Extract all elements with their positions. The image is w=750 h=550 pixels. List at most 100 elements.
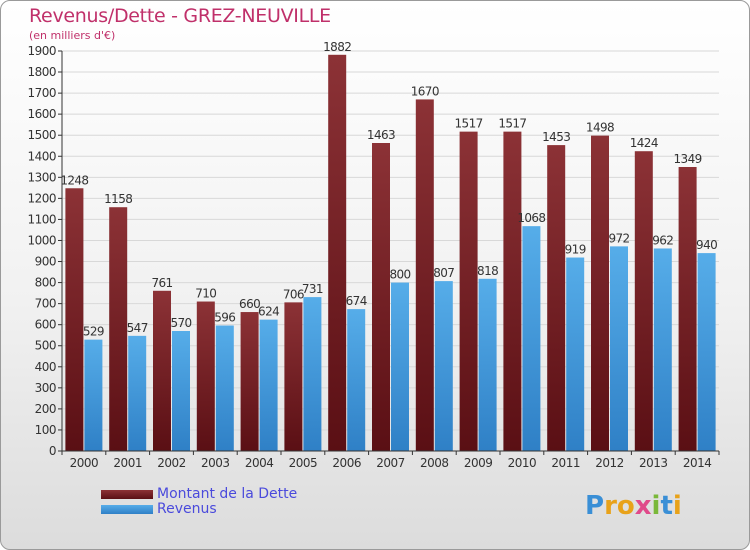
y-tick-label: 300 bbox=[35, 381, 56, 395]
bar-revenus bbox=[391, 282, 409, 451]
chart-title: Revenus/Dette - GREZ-NEUVILLE bbox=[29, 5, 331, 27]
data-label-revenus: 674 bbox=[346, 294, 367, 308]
data-label-revenus: 731 bbox=[302, 282, 323, 296]
data-label-dette: 1517 bbox=[498, 117, 526, 131]
bar-revenus bbox=[84, 339, 103, 451]
data-label-dette: 1453 bbox=[542, 130, 570, 144]
y-tick-label: 600 bbox=[35, 318, 56, 332]
grid-layer bbox=[62, 50, 719, 452]
logo-letter: r bbox=[604, 491, 617, 521]
proxiti-logo: Proxiti bbox=[585, 491, 682, 521]
y-tick-label: 1700 bbox=[27, 86, 56, 100]
data-label-revenus: 818 bbox=[477, 264, 498, 278]
bar-dette bbox=[328, 54, 347, 451]
y-tick-label: 0 bbox=[49, 444, 56, 458]
x-tick-label: 2014 bbox=[683, 456, 712, 470]
data-label-revenus: 529 bbox=[83, 325, 104, 339]
data-label-revenus: 962 bbox=[652, 233, 673, 247]
bar-revenus bbox=[215, 325, 234, 451]
axis-layer: 0 100 200 300 400 500 600 700 800 900 1000 1100 1200… bbox=[27, 44, 720, 470]
bar-revenus bbox=[697, 253, 716, 451]
data-label-dette: 1349 bbox=[674, 152, 702, 166]
bar-dette bbox=[547, 145, 566, 451]
bar-dette bbox=[109, 207, 128, 451]
x-tick-label: 2003 bbox=[201, 456, 230, 470]
y-tick-label: 700 bbox=[35, 297, 56, 311]
legend-swatch-dette bbox=[101, 490, 153, 499]
bar-dette bbox=[196, 301, 215, 451]
bar-revenus bbox=[434, 281, 453, 451]
data-label-revenus: 940 bbox=[696, 238, 717, 252]
data-label-revenus: 807 bbox=[433, 266, 454, 280]
y-tick-label: 900 bbox=[35, 255, 56, 269]
y-tick-label: 1200 bbox=[27, 191, 56, 205]
logo-letter: x bbox=[634, 491, 652, 521]
x-tick-label: 2006 bbox=[332, 456, 361, 470]
data-label-dette: 1670 bbox=[411, 84, 439, 98]
x-tick-label: 2001 bbox=[113, 456, 142, 470]
data-label-dette: 1463 bbox=[367, 128, 395, 142]
data-label-revenus: 624 bbox=[258, 305, 279, 319]
data-label-revenus: 800 bbox=[389, 268, 410, 282]
bar-revenus bbox=[566, 257, 585, 451]
logo-letter: i bbox=[651, 491, 661, 521]
logo-letter: P bbox=[585, 491, 605, 521]
x-tick-label: 2008 bbox=[420, 456, 449, 470]
y-tick-label: 400 bbox=[35, 360, 56, 374]
logo-letter: o bbox=[616, 491, 635, 521]
x-tick-label: 2011 bbox=[551, 456, 580, 470]
logo-letter: t bbox=[660, 491, 673, 521]
x-tick-label: 2007 bbox=[376, 456, 405, 470]
bar-dette bbox=[153, 290, 171, 451]
y-tick-label: 1300 bbox=[27, 170, 56, 184]
bar-revenus bbox=[653, 248, 672, 451]
y-tick-label: 800 bbox=[35, 276, 56, 290]
x-tick-label: 2004 bbox=[245, 456, 274, 470]
bar-dette bbox=[415, 99, 434, 451]
bar-revenus bbox=[522, 226, 541, 451]
data-label-revenus: 596 bbox=[214, 311, 235, 325]
x-tick-label: 2010 bbox=[508, 456, 537, 470]
x-tick-label: 2009 bbox=[464, 456, 493, 470]
bar-revenus bbox=[478, 278, 497, 451]
data-label-dette: 1882 bbox=[323, 40, 351, 54]
legend-swatch-revenus bbox=[101, 505, 153, 514]
y-tick-label: 1500 bbox=[27, 128, 56, 142]
data-label-dette: 1248 bbox=[60, 173, 88, 187]
x-tick-label: 2002 bbox=[157, 456, 186, 470]
bar-revenus bbox=[347, 309, 366, 451]
bar-dette bbox=[634, 151, 653, 452]
x-tick-label: 2013 bbox=[639, 456, 668, 470]
bar-revenus bbox=[303, 297, 322, 451]
bar-dette bbox=[284, 302, 303, 451]
y-tick-label: 1600 bbox=[27, 107, 56, 121]
data-label-revenus: 547 bbox=[127, 321, 148, 335]
data-label-dette: 761 bbox=[151, 276, 172, 290]
data-label-revenus: 972 bbox=[608, 231, 629, 245]
x-tick-label: 2005 bbox=[289, 456, 318, 470]
bar-dette bbox=[678, 167, 697, 451]
data-label-dette: 706 bbox=[283, 287, 304, 301]
y-tick-label: 1100 bbox=[27, 212, 56, 226]
data-label-revenus: 919 bbox=[565, 243, 586, 257]
bar-revenus bbox=[172, 331, 190, 451]
data-label-dette: 1158 bbox=[104, 192, 132, 206]
y-tick-label: 100 bbox=[35, 423, 56, 437]
data-label-revenus: 1068 bbox=[517, 211, 545, 225]
bar-dette bbox=[65, 188, 84, 451]
data-label-dette: 1424 bbox=[630, 136, 658, 150]
bar-revenus bbox=[259, 319, 278, 451]
y-tick-label: 500 bbox=[35, 339, 56, 353]
logo-letter: i bbox=[672, 491, 682, 521]
y-tick-label: 1800 bbox=[27, 65, 56, 79]
x-tick-label: 2012 bbox=[595, 456, 624, 470]
legend-label-revenus: Revenus bbox=[157, 501, 217, 517]
data-label-dette: 660 bbox=[239, 297, 260, 311]
y-tick-label: 1000 bbox=[27, 233, 56, 247]
bar-revenus bbox=[128, 335, 147, 451]
bar-dette bbox=[503, 131, 522, 451]
bar-revenus bbox=[610, 246, 628, 451]
